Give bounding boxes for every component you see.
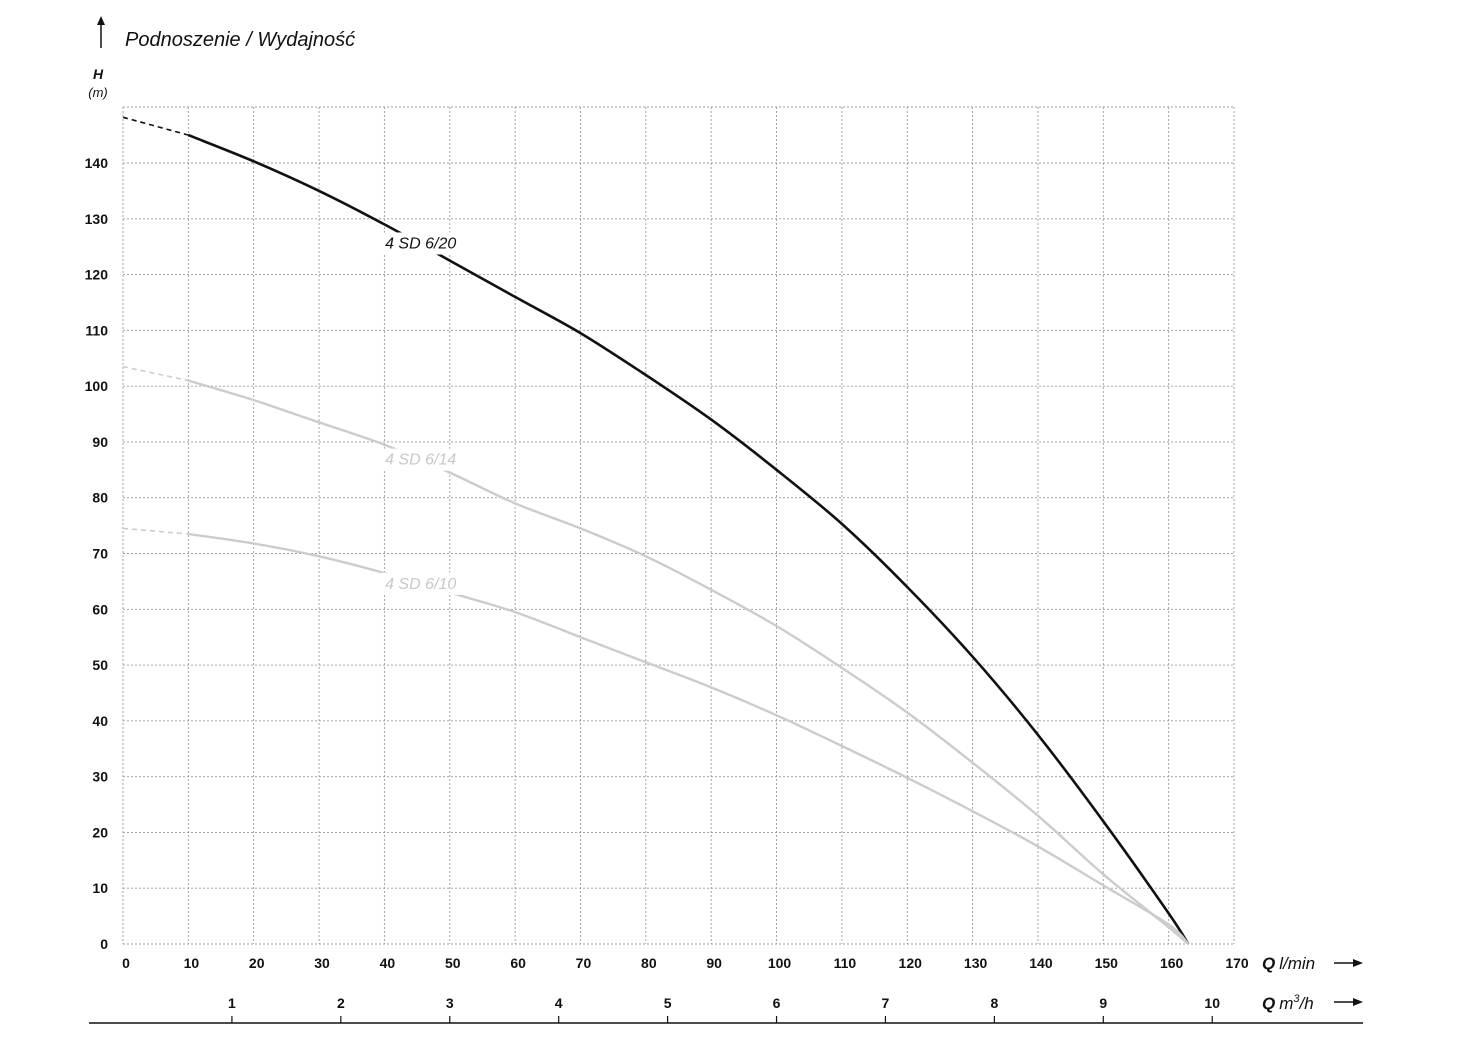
- curve-dashed-start: [122, 527, 189, 535]
- x2-tick-label: 10: [1204, 995, 1220, 1011]
- curve-label-bg: [381, 572, 466, 595]
- y-tick-label: 90: [92, 434, 108, 450]
- x-tick-label: 140: [1029, 955, 1053, 971]
- x2-axis-unit-base: m: [1279, 994, 1293, 1013]
- x2-axis-symbol: Q: [1262, 994, 1275, 1013]
- y-tick-label: 20: [92, 824, 108, 840]
- y-tick-label: 70: [92, 546, 108, 562]
- x-tick-label: 50: [445, 955, 461, 971]
- x2-tick-label: 4: [555, 995, 563, 1011]
- x-tick-label: 120: [899, 955, 923, 971]
- x2-tick-label: 7: [882, 995, 890, 1011]
- y-axis-unit: (m): [88, 85, 108, 100]
- y-tick-label: 130: [85, 211, 109, 227]
- x-tick-label: 20: [249, 955, 265, 971]
- x2-tick-label: 8: [990, 995, 998, 1011]
- curve-line: [188, 379, 1190, 945]
- curve-dashed-start: [122, 365, 189, 382]
- x2-tick-label: 2: [337, 995, 345, 1011]
- x2-tick-label: 1: [228, 995, 236, 1011]
- chart-title: Podnoszenie / Wydajność: [125, 29, 355, 51]
- x-axis-unit: l/min: [1279, 954, 1315, 973]
- x-axis-symbol: Q: [1262, 954, 1275, 973]
- x2-axis-unit-tail: /h: [1299, 994, 1314, 1013]
- x-tick-labels: 0 10 20 30 40 50 60 70 80 90 100 110 120 130 140 150 160…: [122, 955, 1249, 971]
- y-arrow-icon: [97, 16, 105, 48]
- x-arrow-icon: [1334, 959, 1363, 967]
- curve-label-bg: [381, 232, 466, 255]
- x2-tick-label: 9: [1099, 995, 1107, 1011]
- y-tick-label: 50: [92, 657, 108, 673]
- x-tick-label: 10: [184, 955, 200, 971]
- x-tick-label: 30: [314, 955, 330, 971]
- curve-labels: 4 SD 6/20 4 SD 6/14 4 SD 6/10: [381, 232, 466, 595]
- x2-tick-label: 3: [446, 995, 454, 1011]
- x2-tick-label: 6: [773, 995, 781, 1011]
- x-tick-label: 40: [380, 955, 396, 971]
- grid: [122, 106, 1235, 945]
- y-tick-label: 0: [100, 936, 108, 952]
- x-tick-label: 150: [1095, 955, 1119, 971]
- y-tick-label: 120: [85, 267, 109, 283]
- curve-line: [188, 532, 1190, 945]
- curve-label: 4 SD 6/20: [385, 235, 456, 252]
- x2-tick-label: 5: [664, 995, 672, 1011]
- x-tick-label: 0: [122, 955, 130, 971]
- y-tick-label: 140: [85, 155, 109, 171]
- x-tick-label: 170: [1225, 955, 1249, 971]
- curve-dashed-start: [122, 116, 189, 136]
- curve-line: [187, 133, 1190, 945]
- x2-arrow-icon: [1334, 998, 1363, 1006]
- x-tick-label: 100: [768, 955, 792, 971]
- y-tick-label: 100: [85, 378, 109, 394]
- x-tick-label: 130: [964, 955, 988, 971]
- x-tick-label: 70: [576, 955, 592, 971]
- x-tick-label: 110: [834, 955, 857, 971]
- y-axis-symbol: H: [93, 66, 104, 82]
- y-tick-labels: 0 10 20 30 40 50 60 70 80 90 100 110 120 130 140: [85, 155, 109, 952]
- curves: [122, 116, 1190, 945]
- x-tick-label: 60: [510, 955, 526, 971]
- x-tick-label: 90: [706, 955, 722, 971]
- y-tick-label: 10: [92, 880, 108, 896]
- y-tick-label: 30: [92, 769, 108, 785]
- x2-tick-labels: 1 2 3 4 5 6 7 8 9 10: [228, 995, 1220, 1023]
- y-tick-label: 110: [85, 322, 108, 338]
- curve-label: 4 SD 6/14: [385, 452, 456, 469]
- y-tick-label: 60: [92, 601, 108, 617]
- x2-axis-unit-exp: 3: [1293, 993, 1300, 1005]
- y-tick-label: 80: [92, 490, 108, 506]
- y-tick-label: 40: [92, 713, 108, 729]
- curve-label-bg: [381, 448, 466, 471]
- x-tick-label: 160: [1160, 955, 1184, 971]
- curve-label: 4 SD 6/10: [385, 576, 456, 593]
- x-tick-label: 80: [641, 955, 657, 971]
